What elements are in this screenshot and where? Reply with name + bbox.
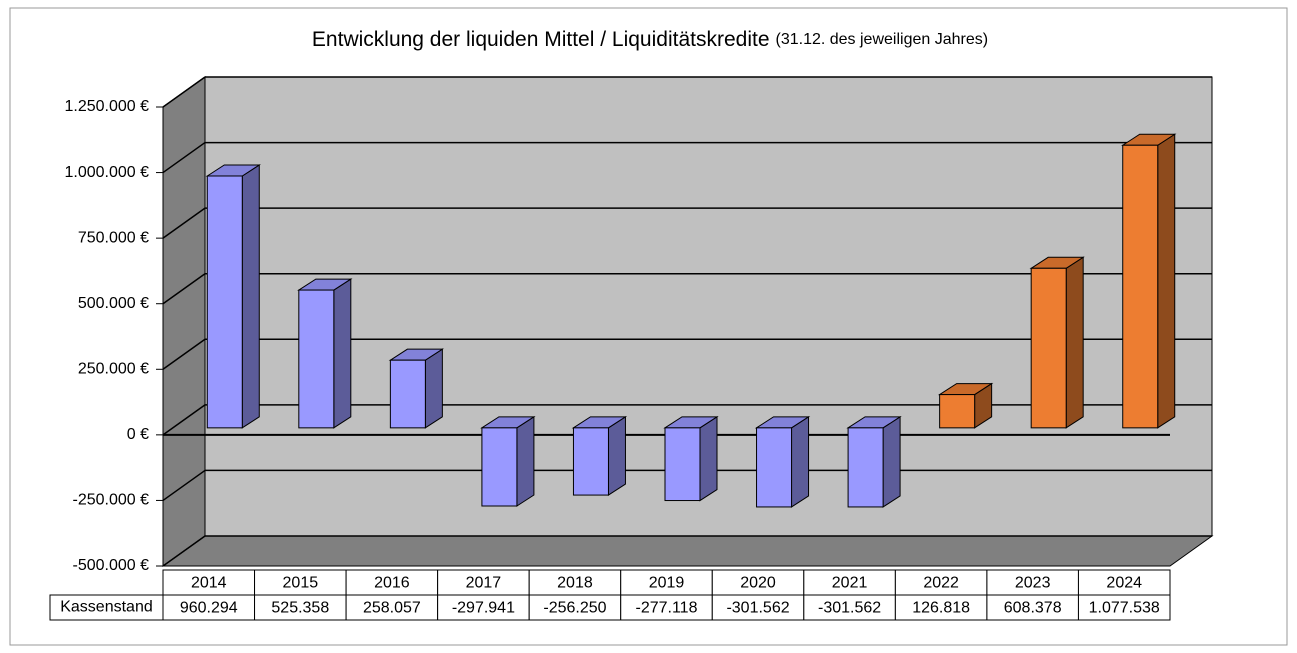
bar-side bbox=[791, 415, 810, 508]
value-label: -277.118 bbox=[636, 600, 698, 617]
x-tick-label: 2021 bbox=[832, 575, 868, 592]
grid-line-side bbox=[162, 273, 206, 305]
x-tick-label: 2018 bbox=[557, 575, 593, 592]
table-cell bbox=[254, 569, 347, 596]
grid-line-side bbox=[162, 141, 206, 174]
table-cell bbox=[162, 594, 256, 621]
value-label: -301.562 bbox=[818, 600, 881, 617]
chart-title: Entwicklung der liquiden Mittel / Liquid… bbox=[312, 28, 988, 51]
bar bbox=[298, 289, 335, 429]
grid-line-side bbox=[162, 404, 206, 436]
y-tick-label: -250.000 € bbox=[72, 492, 149, 509]
bar bbox=[756, 427, 793, 508]
x-tick-label: 2016 bbox=[374, 575, 410, 592]
table-cell bbox=[620, 594, 713, 621]
table-cell bbox=[437, 569, 530, 596]
bar bbox=[481, 427, 518, 507]
grid-line-side bbox=[162, 535, 206, 567]
bar bbox=[664, 427, 701, 502]
x-tick-label: 2020 bbox=[740, 575, 776, 592]
x-tick-label: 2014 bbox=[191, 575, 227, 592]
value-label: 126.818 bbox=[912, 600, 970, 617]
grid-line-side bbox=[162, 76, 206, 108]
x-tick-label: 2024 bbox=[1106, 575, 1142, 592]
x-tick-label: 2017 bbox=[466, 575, 502, 592]
y-tick-label: 250.000 € bbox=[78, 361, 149, 378]
grid-line-side bbox=[162, 469, 206, 502]
x-tick-label: 2015 bbox=[283, 575, 319, 592]
bar-side bbox=[516, 415, 535, 507]
table-cell bbox=[345, 569, 439, 596]
bar-side bbox=[333, 278, 352, 429]
x-tick-label: 2019 bbox=[649, 575, 685, 592]
value-label: 258.057 bbox=[363, 600, 421, 617]
bar-side bbox=[699, 415, 718, 502]
bar bbox=[847, 427, 884, 508]
x-tick-label: 2022 bbox=[923, 575, 959, 592]
title: Entwicklung der liquiden Mittel / Liquid… bbox=[312, 28, 770, 51]
bar-side bbox=[241, 164, 260, 429]
bar-side bbox=[1157, 133, 1176, 429]
grid-line-side bbox=[162, 207, 206, 239]
subtitle: (31.12. des jeweiligen Jahres) bbox=[776, 31, 989, 48]
bar-side bbox=[424, 348, 443, 429]
table-cell bbox=[254, 594, 347, 621]
y-tick-label: -500.000 € bbox=[72, 557, 149, 574]
bar bbox=[939, 394, 976, 429]
table-cell bbox=[803, 569, 896, 596]
table-cell bbox=[986, 594, 1079, 621]
bar bbox=[1122, 144, 1159, 429]
value-label: 960.294 bbox=[180, 600, 238, 617]
grid-line-side bbox=[162, 338, 206, 370]
value-label: 1.077.538 bbox=[1089, 600, 1160, 617]
x-tick-label: 2023 bbox=[1015, 575, 1051, 592]
y-tick-label: 500.000 € bbox=[78, 295, 149, 312]
table-cell bbox=[894, 594, 988, 621]
value-label: -297.941 bbox=[452, 600, 515, 617]
table-cell bbox=[1077, 569, 1171, 596]
table-row-header bbox=[49, 594, 164, 621]
table-cell bbox=[711, 569, 805, 596]
table-cell bbox=[1077, 594, 1171, 621]
bar bbox=[1030, 267, 1067, 429]
value-label: -301.562 bbox=[726, 600, 789, 617]
bar-side bbox=[882, 415, 901, 508]
y-tick-label: 1.000.000 € bbox=[64, 164, 149, 181]
y-tick-label: 750.000 € bbox=[78, 229, 149, 246]
table-cell bbox=[620, 569, 713, 596]
table-cell bbox=[345, 594, 439, 621]
table-cell bbox=[162, 569, 256, 596]
y-tick-label: 0 € bbox=[127, 426, 149, 443]
floor bbox=[161, 535, 1214, 567]
bar bbox=[206, 175, 243, 429]
y-tick-label: 1.250.000 € bbox=[64, 98, 149, 115]
value-label: 608.378 bbox=[1004, 600, 1062, 617]
side-wall bbox=[162, 76, 206, 567]
value-label: 525.358 bbox=[271, 600, 329, 617]
bar bbox=[572, 427, 609, 496]
bar-side bbox=[1065, 256, 1084, 429]
series-name: Kassenstand bbox=[60, 599, 153, 616]
bar bbox=[389, 359, 426, 429]
bar-side bbox=[607, 415, 626, 496]
value-label: -256.250 bbox=[543, 600, 606, 617]
